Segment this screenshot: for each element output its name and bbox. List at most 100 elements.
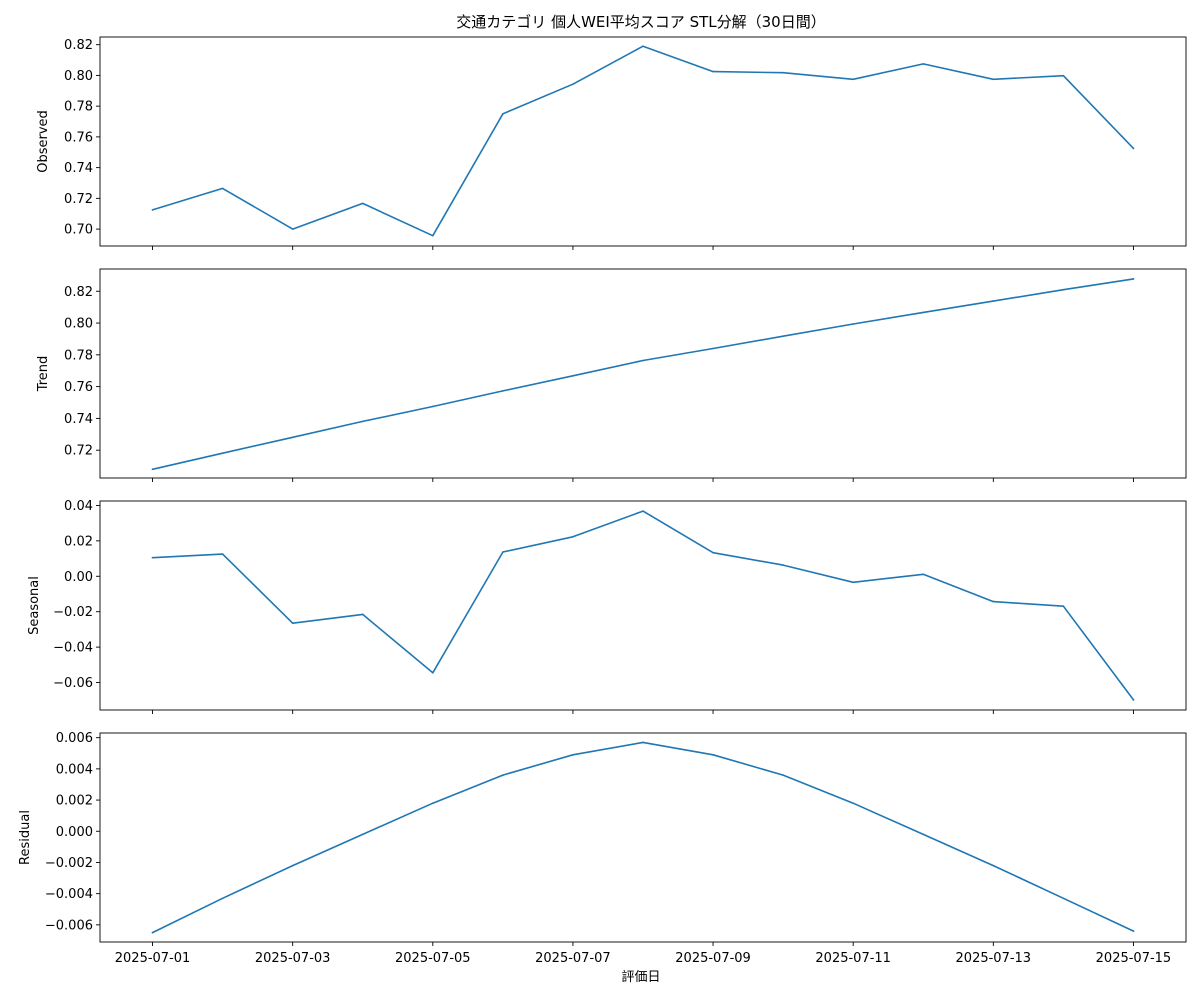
data-point: [361, 420, 364, 423]
chart-title: 交通カテゴリ 個人WEI平均スコア STL分解（30日間）: [456, 13, 825, 31]
y-tick-label: 0.78: [64, 100, 93, 115]
y-tick-label: 0.004: [56, 762, 93, 777]
y-tick-label: −0.04: [53, 641, 93, 656]
data-point: [221, 187, 224, 190]
y-tick-label: 0.76: [64, 380, 93, 395]
data-point: [852, 802, 854, 804]
series-line-residual: [151, 741, 1135, 934]
y-tick-label: 0.76: [64, 130, 93, 145]
data-point: [782, 774, 784, 776]
x-axis-label: 評価日: [621, 970, 660, 985]
y-tick-label: 0.002: [56, 794, 93, 809]
x-tick-label: 2025-07-03: [255, 951, 331, 966]
data-point: [922, 311, 925, 314]
data-point: [221, 452, 224, 455]
data-point: [712, 754, 714, 756]
y-tick-label: 0.74: [64, 161, 93, 176]
data-point: [1132, 699, 1135, 701]
y-tick-label: 0.78: [64, 348, 93, 363]
data-point: [572, 83, 574, 85]
data-point: [642, 359, 644, 362]
data-point: [572, 375, 574, 377]
data-point: [502, 551, 504, 553]
y-tick-label: −0.002: [45, 856, 93, 871]
y-tick-label: −0.006: [45, 918, 93, 933]
data-point: [992, 600, 995, 603]
data-point: [432, 405, 434, 408]
data-point: [1062, 605, 1065, 608]
data-point: [1062, 288, 1065, 291]
data-point: [502, 774, 504, 776]
data-point: [502, 113, 504, 115]
y-axis-label: Residual: [18, 810, 33, 865]
data-point: [1132, 147, 1135, 150]
panel-residual: −0.006 −0.004 −0.002 0.000 0.002 0.004 0.006 Re…: [18, 731, 1187, 966]
data-point: [151, 468, 154, 471]
data-point: [1062, 74, 1065, 77]
y-tick-label: 0.74: [64, 412, 93, 427]
data-point: [782, 71, 784, 74]
data-point: [712, 70, 714, 73]
data-point: [291, 622, 294, 625]
x-tick-label: 2025-07-09: [675, 951, 751, 966]
data-point: [432, 802, 434, 804]
series-line-trend: [151, 278, 1135, 471]
data-point: [992, 300, 995, 302]
y-tick-label: 0.70: [64, 223, 93, 238]
axes-frame: [99, 36, 1187, 247]
y-axis-label: Observed: [36, 110, 51, 173]
data-point: [1132, 278, 1135, 280]
data-point: [852, 323, 854, 325]
x-tick-label: 2025-07-15: [1096, 951, 1172, 966]
y-tick-label: 0.82: [64, 38, 93, 53]
x-tick-label: 2025-07-05: [395, 951, 471, 966]
data-point: [151, 556, 154, 559]
data-point: [291, 864, 294, 867]
y-tick-label: −0.004: [45, 887, 93, 902]
data-point: [221, 553, 224, 555]
series-line-observed: [151, 45, 1135, 237]
x-tick-label: 2025-07-07: [535, 951, 611, 966]
data-point: [922, 833, 925, 836]
series-line-seasonal: [151, 510, 1135, 701]
data-point: [151, 931, 154, 934]
data-point: [642, 45, 644, 48]
data-point: [502, 390, 504, 392]
data-point: [992, 78, 995, 81]
y-tick-label: −0.02: [53, 605, 93, 620]
data-point: [852, 581, 854, 584]
y-axis-label: Seasonal: [27, 576, 42, 635]
y-tick-label: 0.80: [64, 317, 93, 332]
x-tick-label: 2025-07-13: [956, 951, 1032, 966]
axes-frame: [99, 268, 1187, 479]
y-tick-label: −0.06: [53, 676, 93, 691]
panel-observed: 0.70 0.72 0.74 0.76 0.78 0.80 0.82 Observed: [36, 36, 1187, 250]
data-point: [852, 78, 854, 81]
data-point: [572, 754, 574, 756]
data-point: [642, 741, 644, 744]
y-tick-label: 0.72: [64, 192, 93, 207]
data-point: [291, 436, 294, 439]
data-point: [432, 234, 434, 237]
panel-seasonal: −0.06 −0.04 −0.02 0.00 0.02 0.04 Seasonal: [27, 499, 1187, 714]
axes-frame: [99, 500, 1187, 711]
data-point: [572, 535, 574, 538]
x-tick-label: 2025-07-01: [115, 951, 191, 966]
panel-trend: 0.72 0.74 0.76 0.78 0.80 0.82 Trend: [36, 268, 1187, 482]
data-point: [712, 551, 714, 554]
chart-panels: 0.70 0.72 0.74 0.76 0.78 0.80 0.82 Observed 0.72…: [18, 36, 1187, 966]
data-point: [221, 897, 224, 900]
y-tick-label: 0.000: [56, 825, 93, 840]
y-tick-label: 0.00: [64, 570, 93, 585]
y-tick-label: 0.02: [64, 534, 93, 549]
data-point: [782, 335, 784, 338]
y-tick-label: 0.82: [64, 285, 93, 300]
data-point: [432, 672, 434, 674]
y-tick-label: 0.04: [64, 499, 93, 514]
data-point: [361, 833, 364, 836]
data-point: [151, 209, 154, 211]
data-point: [782, 564, 784, 566]
x-tick-label: 2025-07-11: [815, 951, 891, 966]
y-tick-label: 0.80: [64, 69, 93, 84]
